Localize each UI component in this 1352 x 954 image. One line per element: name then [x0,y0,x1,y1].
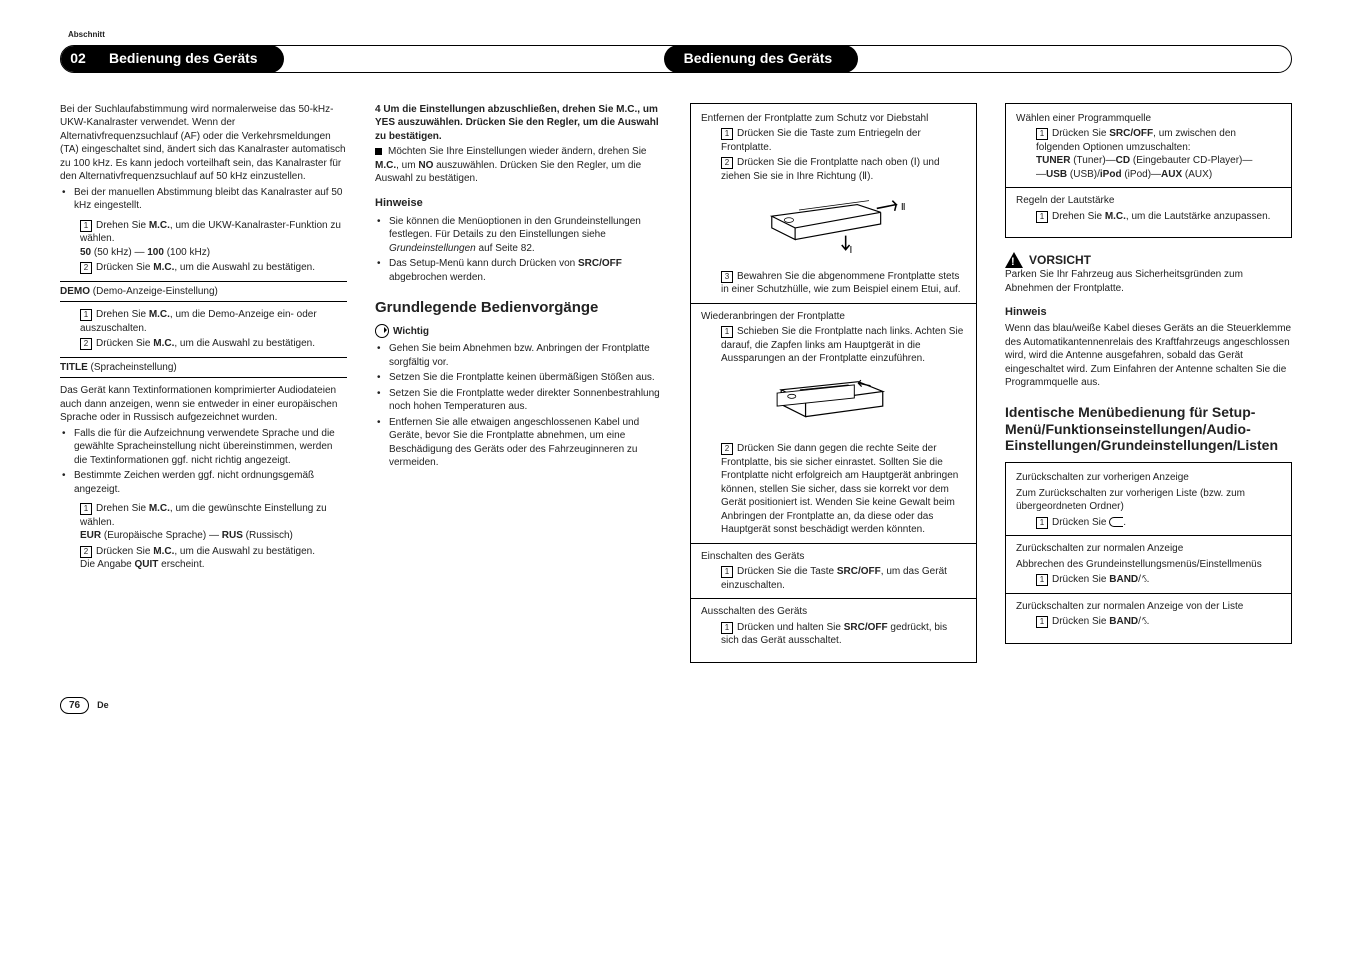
step: 3Bewahren Sie die abgenommene Frontplatt… [701,270,966,297]
column-2: 4 Um die Einstellungen abzuschließen, dr… [375,103,662,673]
box-line: Zum Zurückschalten zur vorherigen Liste … [1016,487,1281,514]
svg-text:Ⅱ: Ⅱ [900,202,905,212]
setting-demo: DEMO (Demo-Anzeige-Einstellung) [60,281,347,303]
box-heading: Wählen einer Programmquelle [1016,112,1281,126]
step: 1Drücken Sie BAND/⤣. [1016,615,1281,629]
step: 1Drücken Sie SRC/OFF, um zwischen den fo… [1016,127,1281,181]
box-heading: Regeln der Lautstärke [1016,194,1281,208]
step: 2Drücken Sie dann gegen die rechte Seite… [701,442,966,537]
wichtig-label: Wichtig [393,325,429,339]
section-heading: Grundlegende Bedienvorgänge [375,298,662,318]
box-line: Zurückschalten zur normalen Anzeige von … [1016,600,1281,614]
column-4: Wählen einer Programmquelle 1Drücken Sie… [1005,103,1292,673]
header-title-left: Bedienung des Geräts [95,45,284,73]
svg-text:Ⅰ: Ⅰ [849,245,852,255]
setting-title: TITLE (Spracheinstellung) [60,357,347,379]
refresh-icon [375,324,389,338]
step: 2Drücken Sie M.C., um die Auswahl zu bes… [60,261,347,275]
page-header: 02 Bedienung des Geräts Bedienung des Ge… [60,45,1292,73]
hinweis-label: Hinweis [1005,305,1292,320]
bullet: Bestimmte Zeichen werden ggf. nicht ordn… [60,469,347,496]
footer: 76 De [60,697,1292,715]
box-menu-ops: Zurückschalten zur vorherigen Anzeige Zu… [1005,462,1292,644]
box-remove-faceplate: Entfernen der Frontplatte zum Schutz vor… [690,103,977,663]
faceplate-attach-diagram [701,372,966,437]
step: 1Drehen Sie M.C., um die Demo-Anzeige ei… [60,308,347,335]
bullet: Sie können die Menüoptionen in den Grund… [375,215,662,256]
section-heading: Identische Menübedienung für Setup-Menü/… [1005,404,1292,454]
step: 1Drehen Sie M.C., um die UKW-Kanalraster… [60,219,347,260]
bullet: Das Setup-Menü kann durch Drücken von SR… [375,257,662,284]
body-text: Wenn das blau/weiße Kabel dieses Geräts … [1005,322,1292,390]
step: 1Drücken und halten Sie SRC/OFF gedrückt… [701,621,966,648]
section-label: Abschnitt [68,30,1292,41]
body-text: Möchten Sie Ihre Einstellungen wieder än… [375,145,662,186]
step: 1Schieben Sie die Frontplatte nach links… [701,325,966,366]
step: 1Drücken Sie BAND/⤣. [1016,573,1281,587]
box-line: Abbrechen des Grundeinstellungsmenüs/Ein… [1016,558,1281,572]
header-title-right: Bedienung des Geräts [664,45,859,73]
esc-icon: ⤣ [1141,616,1147,627]
esc-icon: ⤣ [1141,574,1147,585]
bullet: Setzen Sie die Frontplatte keinen übermä… [375,371,662,385]
bullet: Falls die für die Aufzeichnung verwendet… [60,427,347,468]
return-icon [1109,517,1123,527]
box-heading: Einschalten des Geräts [701,550,966,564]
warning-triangle-icon: ! [1005,252,1023,268]
box-source-volume: Wählen einer Programmquelle 1Drücken Sie… [1005,103,1292,239]
box-line: Zurückschalten zur normalen Anzeige [1016,542,1281,556]
box-line: Zurückschalten zur vorherigen Anzeige [1016,471,1281,485]
step: 2Drücken Sie die Frontplatte nach oben (… [701,156,966,183]
step: 1Drücken Sie . [1016,516,1281,530]
lang-code: De [97,699,109,711]
step: 2Drücken Sie M.C., um die Auswahl zu bes… [60,545,347,572]
wichtig-row: Wichtig [375,324,662,338]
step: 2Drücken Sie M.C., um die Auswahl zu bes… [60,337,347,351]
box-heading: Wiederanbringen der Frontplatte [701,310,966,324]
bullet: Bei der manuellen Abstimmung bleibt das … [60,186,347,213]
step: 1Drücken Sie die Taste SRC/OFF, um das G… [701,565,966,592]
bullet: Gehen Sie beim Abnehmen bzw. Anbringen d… [375,342,662,369]
column-1: Bei der Suchlaufabstimmung wird normaler… [60,103,347,673]
page-number: 76 [60,697,89,715]
vorsicht-label: VORSICHT [1029,252,1091,268]
box-heading: Entfernen der Frontplatte zum Schutz vor… [701,112,966,126]
step: 1Drehen Sie M.C., um die gewünschte Eins… [60,502,347,543]
bullet: Entfernen Sie alle etwaigen angeschlosse… [375,416,662,470]
bullet: Setzen Sie die Frontplatte weder direkte… [375,387,662,414]
step: 1Drücken Sie die Taste zum Entriegeln de… [701,127,966,154]
hinweise-heading: Hinweise [375,196,662,211]
faceplate-remove-diagram: Ⅱ Ⅰ [701,189,966,264]
step-4: 4 Um die Einstellungen abzuschließen, dr… [375,103,662,144]
step: 1Drehen Sie M.C., um die Lautstärke anzu… [1016,210,1281,224]
body-text: Parken Sie Ihr Fahrzeug aus Sicherheitsg… [1005,268,1292,295]
section-number-badge: 02 [61,45,95,73]
intro-text: Bei der Suchlaufabstimmung wird normaler… [60,103,347,184]
vorsicht-row: ! VORSICHT [1005,252,1292,268]
box-heading: Ausschalten des Geräts [701,605,966,619]
body-text: Das Gerät kann Textinformationen komprim… [60,384,347,425]
column-3: Entfernen der Frontplatte zum Schutz vor… [690,103,977,673]
square-bullet-icon [375,148,382,155]
